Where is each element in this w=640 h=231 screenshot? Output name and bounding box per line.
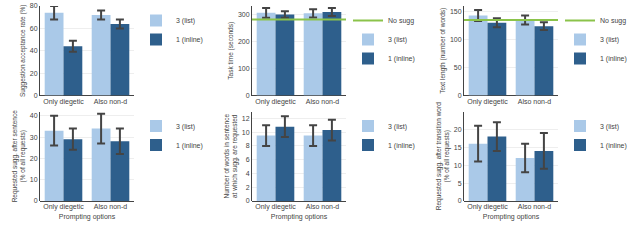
- svg-text:Prompting options: Prompting options: [271, 213, 328, 221]
- svg-text:1 (inline): 1 (inline): [176, 142, 203, 150]
- svg-text:10: 10: [454, 162, 462, 169]
- svg-text:Requested sugg. after sentence: Requested sugg. after sentence(% of all …: [11, 110, 27, 203]
- svg-text:No sugg: No sugg: [388, 17, 414, 25]
- svg-text:4: 4: [246, 170, 250, 177]
- svg-text:0: 0: [458, 92, 462, 99]
- svg-text:15: 15: [454, 144, 462, 151]
- svg-text:Also non-d: Also non-d: [94, 203, 128, 210]
- svg-text:0: 0: [34, 92, 38, 99]
- svg-text:100: 100: [450, 36, 462, 43]
- svg-text:0: 0: [34, 197, 38, 204]
- svg-text:20: 20: [454, 126, 462, 133]
- svg-text:Only diegetic: Only diegetic: [255, 203, 296, 211]
- svg-text:60: 60: [30, 25, 38, 32]
- svg-text:Also non-d: Also non-d: [306, 98, 340, 105]
- svg-text:3 (list): 3 (list): [176, 17, 195, 25]
- svg-text:Also non-d: Also non-d: [306, 203, 340, 210]
- svg-text:40: 40: [30, 47, 38, 54]
- svg-text:1 (inline): 1 (inline): [600, 55, 627, 63]
- svg-text:0: 0: [246, 197, 250, 204]
- svg-text:No sugg: No sugg: [600, 17, 626, 25]
- svg-text:8: 8: [246, 142, 250, 149]
- svg-text:Task time (seconds): Task time (seconds): [227, 22, 235, 80]
- svg-text:200: 200: [238, 38, 250, 45]
- svg-text:100: 100: [238, 65, 250, 72]
- svg-text:0: 0: [458, 197, 462, 204]
- svg-text:Also non-d: Also non-d: [94, 98, 128, 105]
- svg-text:0: 0: [246, 92, 250, 99]
- svg-text:50: 50: [454, 64, 462, 71]
- svg-text:1 (inline): 1 (inline): [388, 142, 415, 150]
- svg-text:10: 10: [242, 129, 250, 136]
- svg-text:Number of words in sentenceat: Number of words in sentenceat which sugg…: [223, 114, 239, 199]
- svg-text:20: 20: [30, 155, 38, 162]
- svg-text:3 (list): 3 (list): [388, 36, 407, 44]
- svg-text:2: 2: [246, 184, 250, 191]
- svg-text:150: 150: [450, 8, 462, 15]
- svg-text:20: 20: [30, 70, 38, 77]
- svg-text:Prompting options: Prompting options: [483, 213, 540, 221]
- svg-text:3 (list): 3 (list): [388, 123, 407, 131]
- svg-text:12: 12: [242, 115, 250, 122]
- svg-text:Only diegetic: Only diegetic: [467, 203, 508, 211]
- svg-text:300: 300: [238, 11, 250, 18]
- svg-text:1 (inline): 1 (inline): [600, 142, 627, 150]
- svg-text:6: 6: [246, 156, 250, 163]
- svg-text:1 (inline): 1 (inline): [388, 55, 415, 63]
- svg-text:5: 5: [458, 180, 462, 187]
- svg-text:3 (list): 3 (list): [600, 123, 619, 131]
- svg-text:Only diegetic: Only diegetic: [43, 203, 84, 211]
- svg-text:40: 40: [30, 112, 38, 119]
- svg-text:80: 80: [30, 2, 38, 9]
- svg-text:30: 30: [30, 134, 38, 141]
- svg-text:Only diegetic: Only diegetic: [255, 98, 296, 106]
- svg-text:Text length (number of words): Text length (number of words): [439, 8, 447, 94]
- svg-text:Only diegetic: Only diegetic: [43, 98, 84, 106]
- svg-text:10: 10: [30, 176, 38, 183]
- svg-text:Also non-d: Also non-d: [518, 98, 552, 105]
- svg-text:Prompting options: Prompting options: [59, 213, 116, 221]
- svg-text:Only diegetic: Only diegetic: [467, 98, 508, 106]
- svg-text:1 (inline): 1 (inline): [176, 36, 203, 44]
- svg-text:3 (list): 3 (list): [176, 123, 195, 131]
- svg-text:Also non-d: Also non-d: [518, 203, 552, 210]
- svg-text:Requested sugg. after transiti: Requested sugg. after transition word(% …: [435, 102, 451, 210]
- svg-text:3 (list): 3 (list): [600, 36, 619, 44]
- svg-text:Suggestion acceptance rate (%): Suggestion acceptance rate (%): [19, 5, 27, 98]
